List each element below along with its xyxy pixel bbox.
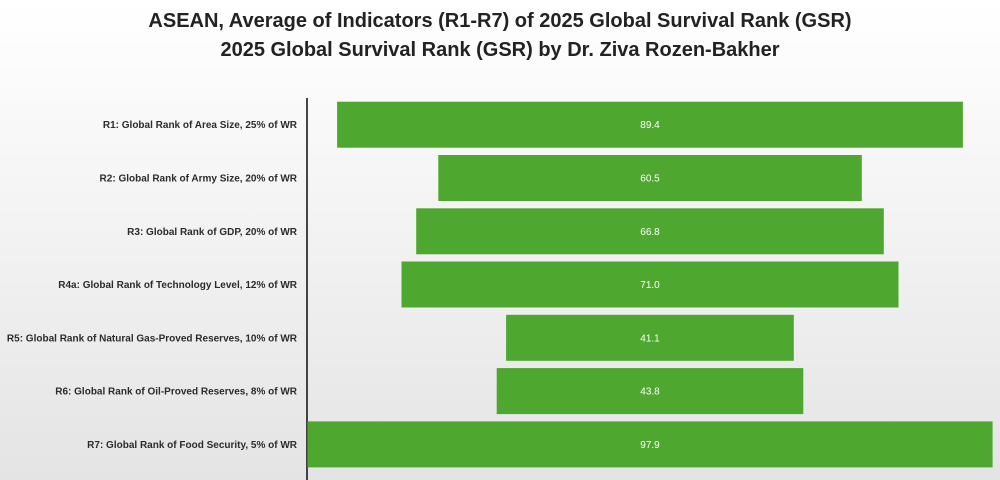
chart-title: ASEAN, Average of Indicators (R1-R7) of … <box>148 10 852 32</box>
bar-r7 <box>307 421 993 468</box>
bars-group <box>307 101 993 468</box>
bar-r6 <box>496 368 804 415</box>
value-label-r6: 43.8 <box>640 387 660 398</box>
bar-r3 <box>416 208 884 255</box>
category-label-r4: R4a: Global Rank of Technology Level, 12… <box>58 280 298 291</box>
value-label-r5: 41.1 <box>640 333 660 344</box>
category-label-r7: R7: Global Rank of Food Security, 5% of … <box>87 440 298 451</box>
chart-subtitle: 2025 Global Survival Rank (GSR) by Dr. Z… <box>220 39 780 61</box>
bar-r2 <box>438 155 862 201</box>
bar-r1 <box>337 101 963 148</box>
bar-r4 <box>401 261 899 308</box>
bar-r5 <box>506 314 794 361</box>
category-label-r1: R1: Global Rank of Area Size, 25% of WR <box>103 120 298 131</box>
value-label-r2: 60.5 <box>640 174 660 185</box>
category-labels-group: R1: Global Rank of Area Size, 25% of WR R… <box>7 120 298 451</box>
category-label-r6: R6: Global Rank of Oil-Proved Reserves, … <box>55 387 298 398</box>
value-label-r3: 66.8 <box>640 227 660 238</box>
category-label-r2: R2: Global Rank of Army Size, 20% of WR <box>100 174 298 185</box>
value-label-r1: 89.4 <box>640 120 660 131</box>
value-label-r7: 97.9 <box>640 440 660 451</box>
category-label-r5: R5: Global Rank of Natural Gas-Proved Re… <box>7 333 298 344</box>
value-label-r4: 71.0 <box>640 280 660 291</box>
value-labels-group: 89.4 60.5 66.8 71.0 41.1 43.8 97.9 <box>640 120 660 451</box>
category-label-r3: R3: Global Rank of GDP, 20% of WR <box>127 227 298 238</box>
